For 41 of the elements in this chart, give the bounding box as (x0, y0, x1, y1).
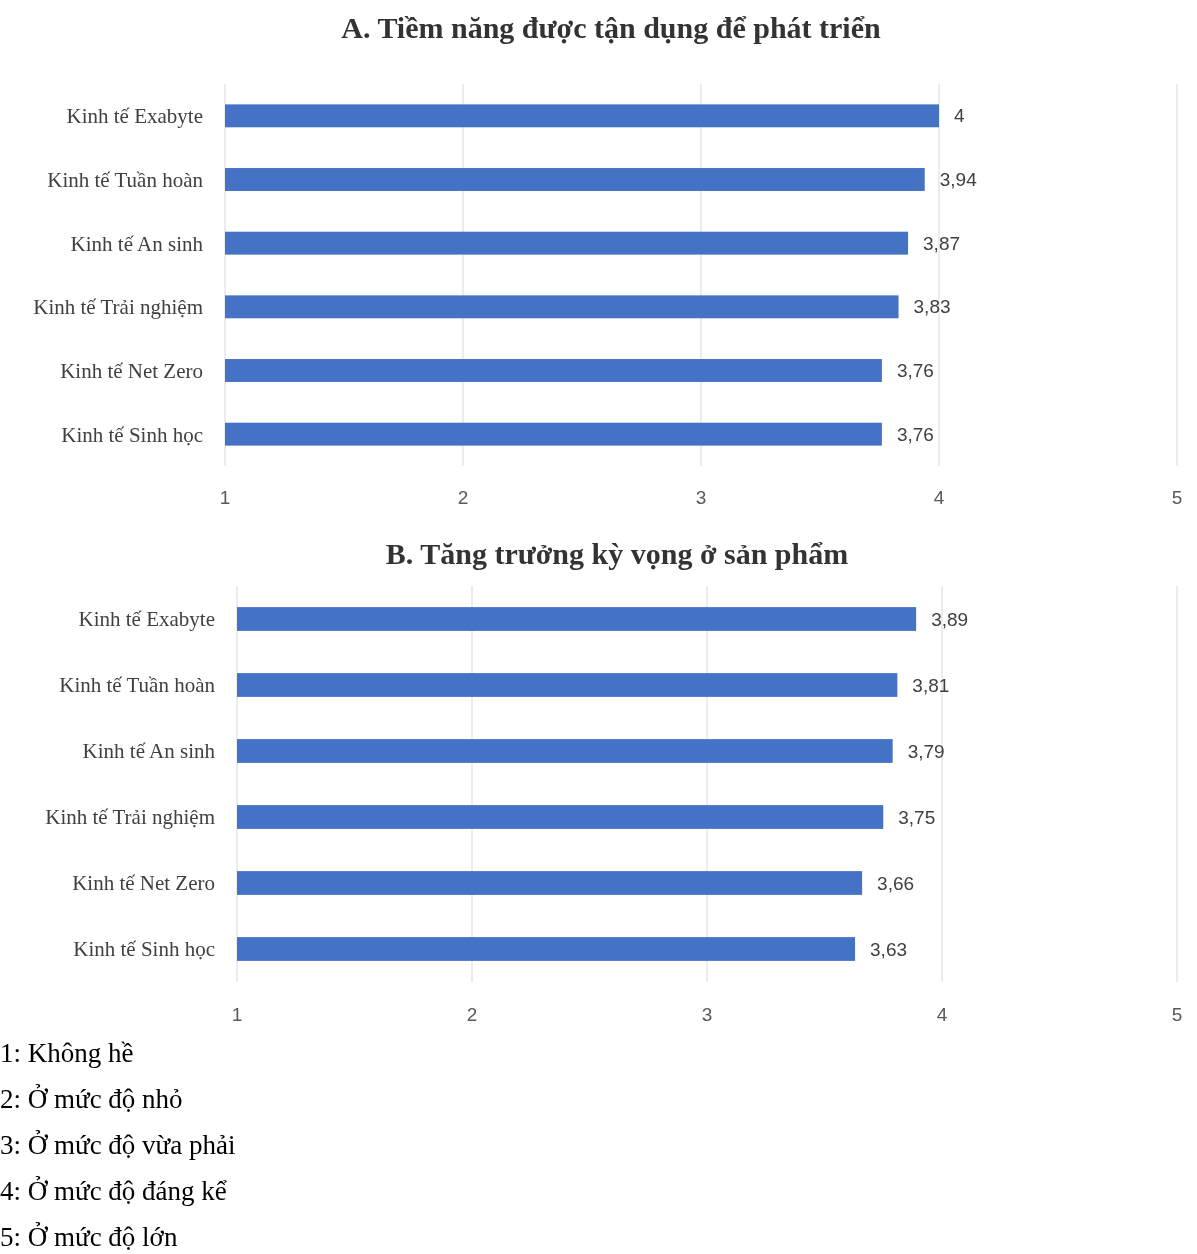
chart-title: A. Tiềm năng được tận dụng để phát triển (341, 11, 882, 44)
data-label: 3,87 (923, 232, 961, 254)
y-tick-label: Kinh tế Exabyte (78, 607, 215, 632)
data-label: 3,76 (896, 423, 934, 445)
y-tick-label: Kinh tế Trải nghiệm (33, 295, 203, 320)
data-label: 3,75 (898, 806, 936, 828)
data-label: 3,83 (913, 296, 951, 318)
y-tick-label: Kinh tế Sinh học (61, 422, 203, 447)
data-label: 3,94 (939, 169, 978, 191)
data-label: 3,79 (907, 740, 945, 762)
x-tick-label: 1 (219, 487, 231, 508)
x-tick-label: 5 (1171, 487, 1183, 508)
text: 1: Không hề (0, 1038, 134, 1068)
y-tick-label: Kinh tế Tuần hoàn (59, 673, 216, 698)
y-tick-label: Kinh tế An sinh (82, 739, 216, 764)
data-label: 3,66 (877, 872, 915, 894)
x-tick-label: 5 (1171, 1004, 1183, 1025)
y-tick-label: Kinh tế Net Zero (60, 358, 203, 383)
x-tick-label: 2 (457, 487, 469, 508)
text: 3: Ở mức độ vừa phải (0, 1130, 236, 1160)
data-label: 3,76 (896, 360, 934, 382)
x-tick-label: 1 (231, 1004, 243, 1025)
x-tick-label: 3 (701, 1004, 713, 1025)
text: 4: Ở mức độ đáng kể (0, 1176, 227, 1206)
chart-title: B. Tăng trưởng kỳ vọng ở sản phẩm (385, 537, 849, 570)
x-tick-label: 4 (936, 1004, 948, 1025)
data-label: 3,89 (931, 608, 969, 630)
x-tick-label: 2 (466, 1004, 478, 1025)
data-label: 3,63 (870, 938, 908, 960)
y-tick-label: Kinh tế An sinh (70, 231, 204, 256)
y-tick-label: Kinh tế Net Zero (72, 871, 215, 896)
text: 2: Ở mức độ nhỏ (0, 1084, 183, 1114)
y-tick-label: Kinh tế Trải nghiệm (45, 805, 215, 830)
y-tick-label: Kinh tế Exabyte (66, 104, 203, 129)
data-label: 3,81 (912, 674, 950, 696)
data-label: 4 (954, 105, 965, 127)
y-tick-label: Kinh tế Tuần hoàn (47, 167, 204, 192)
x-tick-label: 3 (695, 487, 707, 508)
text: 5: Ở mức độ lớn (0, 1222, 178, 1252)
x-tick-label: 4 (933, 487, 945, 508)
y-tick-label: Kinh tế Sinh học (73, 937, 215, 962)
